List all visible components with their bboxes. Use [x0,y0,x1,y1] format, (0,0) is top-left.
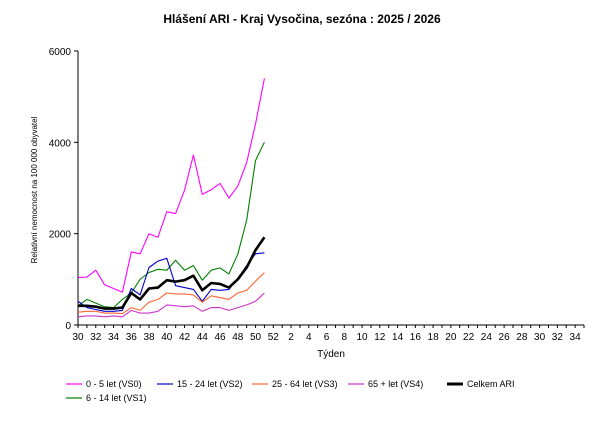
x-tick-label: 4 [306,332,312,343]
series-line-25-64-let-vs3 [77,272,265,315]
x-tick-label: 20 [445,332,457,343]
legend-label: 0 - 5 let (VS0) [86,379,142,389]
legend-label: Celkem ARI [467,379,515,389]
x-tick-label: 22 [463,332,475,343]
x-tick-label: 16 [410,332,422,343]
y-tick-label: 2000 [49,230,72,241]
x-tick-label: 38 [143,332,155,343]
legend-label: 65 + let (VS4) [368,379,423,389]
x-tick-label: 44 [197,332,209,343]
x-tick-label: 8 [342,332,348,343]
x-tick-label: 46 [214,332,226,343]
y-tick-label: 4000 [49,138,72,149]
x-tick-label: 6 [324,332,330,343]
series-line-celkem-ari [78,236,266,310]
y-tick-label: 6000 [49,47,72,58]
legend-label: 15 - 24 let (VS2) [177,379,243,389]
x-tick-label: 28 [516,332,528,343]
chart-title: Hlášení ARI - Kraj Vysočina, sezóna : 20… [163,12,441,26]
x-tick-label: 2 [288,332,294,343]
x-tick-label: 42 [179,332,191,343]
x-tick-label: 24 [481,332,493,343]
legend-label: 25 - 64 let (VS3) [272,379,338,389]
x-tick-label: 50 [250,332,262,343]
legend: 0 - 5 let (VS0) 6 - 14 let (VS1) 15 - 24 l… [66,379,515,403]
x-tick-label: 52 [268,332,280,343]
x-tick-label: 34 [570,332,582,343]
series-layer [77,78,266,318]
x-axis-label: Týden [317,349,345,360]
x-tick-label: 18 [428,332,440,343]
x-tick-label: 48 [232,332,244,343]
series-line-6-14-let-vs1 [77,142,265,309]
x-tick-label: 30 [72,332,84,343]
x-tick-label: 34 [108,332,120,343]
series-line-65-let-vs4 [77,292,265,318]
x-tick-label: 40 [161,332,173,343]
x-tick-label: 14 [392,332,404,343]
series-line-0-5-let-vs0 [77,78,265,293]
x-tick-label: 30 [534,332,546,343]
legend-label: 6 - 14 let (VS1) [86,393,147,403]
x-tick-label: 12 [374,332,386,343]
x-tick-label: 26 [499,332,511,343]
x-tick-label: 10 [357,332,369,343]
x-tick-label: 36 [126,332,138,343]
x-tick-label: 32 [90,332,102,343]
x-tick-label: 32 [552,332,564,343]
y-axis-label: Relativní nemocnost na 100 000 obyvatel [30,116,39,263]
y-tick-label: 0 [65,321,71,332]
